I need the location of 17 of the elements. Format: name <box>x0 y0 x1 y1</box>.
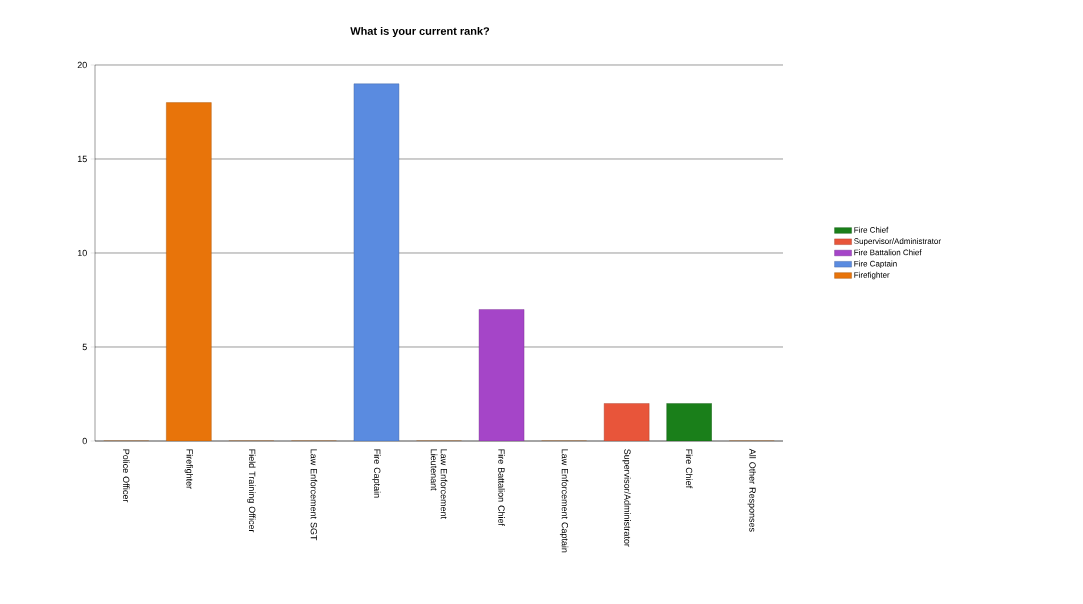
x-tick-label: Law Enforcement SGT <box>310 449 318 541</box>
x-tick-label: Firefighter <box>184 449 193 489</box>
y-tick-label: 10 <box>77 249 87 257</box>
x-tick-label: Police Officer <box>122 449 130 503</box>
x-tick-label: Fire Captain <box>372 449 381 498</box>
y-tick-label: 0 <box>82 437 87 445</box>
x-tick-label: Field Training Officer <box>247 449 256 533</box>
y-tick-label: 15 <box>77 155 87 163</box>
x-tick-label: Fire Battalion Chief <box>498 449 505 527</box>
y-tick-label: 20 <box>77 61 87 69</box>
x-tick-label: Supervisor/Administrator <box>622 449 631 547</box>
y-tick-label: 5 <box>82 343 87 351</box>
x-tick-label: Law Enforcement Lieutenant <box>430 449 448 519</box>
x-tick-label: Law Enforcement Captain <box>559 449 569 553</box>
chart-title: What is your current rank? <box>350 26 490 38</box>
x-tick-label: Fire Chief <box>685 449 693 489</box>
x-tick-label: All Other Responses <box>747 448 756 532</box>
